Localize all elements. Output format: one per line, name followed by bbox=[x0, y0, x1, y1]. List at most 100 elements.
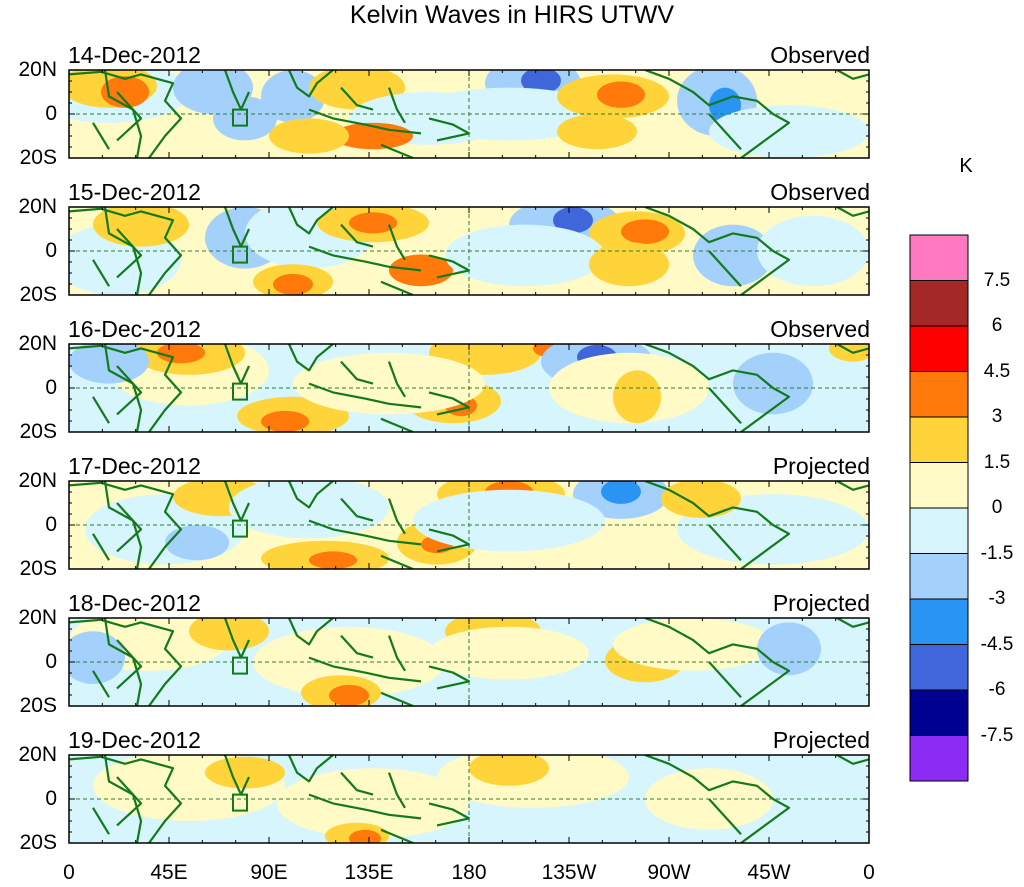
region-box bbox=[232, 793, 248, 812]
anomaly-region bbox=[349, 829, 381, 843]
coastline bbox=[287, 70, 334, 98]
anomaly-region bbox=[553, 207, 593, 234]
coastline bbox=[644, 70, 791, 158]
lat-label: 0 bbox=[45, 513, 57, 536]
lat-label: 20S bbox=[19, 831, 57, 854]
lat-label: 20N bbox=[18, 469, 57, 492]
colorbar-label: -4.5 bbox=[980, 633, 1014, 655]
coastline bbox=[223, 70, 251, 111]
coastline bbox=[836, 207, 869, 217]
coastline bbox=[708, 387, 742, 424]
colorbar-swatch bbox=[909, 553, 969, 600]
coastline bbox=[644, 755, 791, 843]
panel-date: 17-Dec-2012 bbox=[68, 453, 201, 479]
coastline bbox=[116, 639, 143, 690]
anomaly-region bbox=[261, 410, 309, 432]
coastline bbox=[308, 793, 422, 820]
map-panel bbox=[68, 754, 870, 844]
colorbar-swatch bbox=[909, 462, 969, 509]
coastline bbox=[287, 207, 334, 235]
coastline bbox=[223, 755, 251, 796]
coastline bbox=[223, 481, 251, 522]
coastline bbox=[836, 481, 869, 491]
colorbar-swatch bbox=[909, 234, 969, 281]
colorbar-label: -3 bbox=[988, 588, 1006, 609]
coastline bbox=[708, 524, 742, 561]
coastline bbox=[308, 245, 422, 272]
panel-date: 16-Dec-2012 bbox=[68, 316, 201, 342]
anomaly-region bbox=[101, 76, 149, 108]
coastline bbox=[380, 554, 414, 569]
panel-type: Observed bbox=[770, 42, 870, 68]
lat-label: 20N bbox=[18, 58, 57, 81]
coastline bbox=[92, 396, 110, 424]
lat-label: 20S bbox=[19, 283, 57, 306]
panel-date: 18-Dec-2012 bbox=[68, 590, 201, 616]
coastline bbox=[69, 618, 183, 706]
coastline bbox=[340, 223, 374, 248]
coastline bbox=[69, 755, 183, 843]
colorbar-swatch bbox=[909, 598, 969, 645]
lat-label: 20N bbox=[18, 195, 57, 218]
coastline bbox=[92, 670, 110, 698]
lat-label: 0 bbox=[45, 787, 57, 810]
anomaly-region bbox=[349, 212, 397, 234]
lon-label: 0 bbox=[63, 861, 75, 884]
anomaly-region bbox=[597, 81, 645, 108]
coastline bbox=[708, 250, 742, 287]
coastline bbox=[116, 228, 143, 279]
coastline bbox=[387, 224, 406, 261]
coastline bbox=[836, 344, 869, 354]
coastline bbox=[308, 108, 422, 135]
coastline bbox=[92, 122, 110, 150]
anomaly-region bbox=[329, 684, 369, 706]
coastline bbox=[387, 87, 406, 124]
colorbar-label: 4.5 bbox=[983, 360, 1011, 382]
coastline bbox=[69, 70, 183, 158]
coastline bbox=[708, 798, 742, 835]
colorbar-label: 1.5 bbox=[983, 451, 1011, 473]
coastline bbox=[308, 519, 422, 546]
anomaly-region bbox=[277, 768, 469, 839]
coastline bbox=[428, 117, 471, 142]
lon-label: 135E bbox=[344, 861, 394, 884]
colorbar-label: -6 bbox=[988, 679, 1006, 700]
map-panel bbox=[68, 617, 870, 707]
coastline bbox=[836, 70, 869, 80]
anomaly-region bbox=[613, 370, 661, 424]
map-panel bbox=[68, 480, 870, 570]
coastline bbox=[387, 498, 406, 535]
lat-label: 0 bbox=[45, 650, 57, 673]
anomaly-region bbox=[829, 344, 869, 362]
coastline bbox=[428, 254, 471, 279]
coastline bbox=[116, 91, 143, 142]
coastline bbox=[308, 656, 422, 683]
lat-label: 20S bbox=[19, 694, 57, 717]
coastline bbox=[380, 691, 414, 706]
colorbar-label: -7.5 bbox=[980, 724, 1014, 746]
colorbar-label: -1.5 bbox=[980, 542, 1014, 564]
coastline bbox=[340, 771, 374, 796]
lat-label: 20N bbox=[18, 743, 57, 766]
lat-label: 20S bbox=[19, 146, 57, 169]
anomaly-region bbox=[613, 618, 773, 671]
colorbar-swatch bbox=[909, 689, 969, 736]
lat-label: 20S bbox=[19, 557, 57, 580]
coastline bbox=[708, 661, 742, 698]
panel-date: 14-Dec-2012 bbox=[68, 42, 201, 68]
coastline bbox=[380, 417, 414, 432]
map-panel bbox=[68, 69, 870, 159]
anomaly-region bbox=[445, 224, 605, 287]
region-box bbox=[232, 245, 248, 264]
coastline bbox=[387, 772, 406, 809]
coastline bbox=[380, 828, 414, 843]
coastline bbox=[644, 207, 791, 295]
map-panel bbox=[68, 343, 870, 433]
colorbar-swatch bbox=[909, 280, 969, 327]
region-box bbox=[232, 656, 248, 675]
coastline bbox=[387, 635, 406, 672]
anomaly-region bbox=[269, 118, 349, 154]
anomaly-region bbox=[229, 481, 389, 539]
colorbar-swatch bbox=[909, 416, 969, 463]
